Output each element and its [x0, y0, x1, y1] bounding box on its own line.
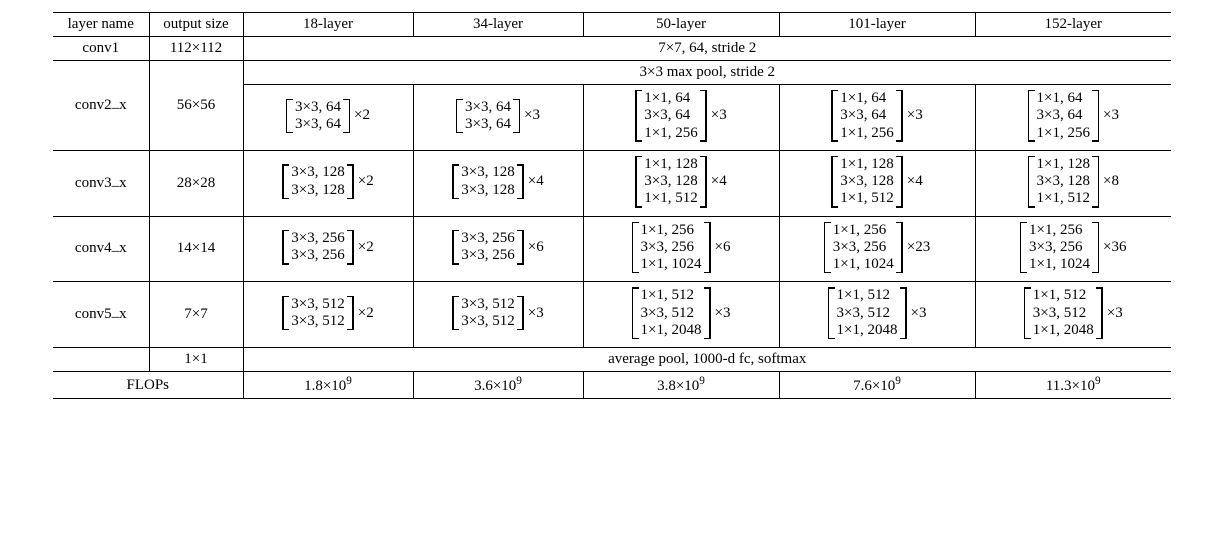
cell-layer-name: conv3_x: [53, 150, 149, 216]
cell-layer-name: [53, 348, 149, 372]
cell-block: 1×1, 643×3, 641×1, 256×3: [975, 85, 1171, 151]
cell-output-size: 56×56: [149, 61, 243, 151]
cell-layer-name: conv1: [53, 37, 149, 61]
cell-block: 3×3, 5123×3, 512×2: [243, 282, 413, 348]
cell-flops-label: FLOPs: [53, 372, 243, 399]
cell-layer-name: conv4_x: [53, 216, 149, 282]
cell-block: 1×1, 5123×3, 5121×1, 2048×3: [583, 282, 779, 348]
cell-block: 1×1, 2563×3, 2561×1, 1024×23: [779, 216, 975, 282]
cell-flops: 11.3×109: [975, 372, 1171, 399]
cell-block: 3×3, 2563×3, 256×6: [413, 216, 583, 282]
cell-output-size: 14×14: [149, 216, 243, 282]
cell-block: 3×3, 2563×3, 256×2: [243, 216, 413, 282]
cell-conv1-spec: 7×7, 64, stride 2: [243, 37, 1171, 61]
cell-block: 1×1, 2563×3, 2561×1, 1024×36: [975, 216, 1171, 282]
row-conv4: conv4_x 14×14 3×3, 2563×3, 256×2 3×3, 25…: [53, 216, 1171, 282]
cell-block: 3×3, 1283×3, 128×4: [413, 150, 583, 216]
row-conv1: conv1 112×112 7×7, 64, stride 2: [53, 37, 1171, 61]
row-flops: FLOPs 1.8×109 3.6×109 3.8×109 7.6×109 11…: [53, 372, 1171, 399]
cell-block: 3×3, 5123×3, 512×3: [413, 282, 583, 348]
cell-output-size: 7×7: [149, 282, 243, 348]
cell-flops: 1.8×109: [243, 372, 413, 399]
cell-block: 1×1, 643×3, 641×1, 256×3: [583, 85, 779, 151]
row-conv5: conv5_x 7×7 3×3, 5123×3, 512×2 3×3, 5123…: [53, 282, 1171, 348]
cell-final-spec: average pool, 1000-d fc, softmax: [243, 348, 1171, 372]
cell-layer-name: conv5_x: [53, 282, 149, 348]
cell-output-size: 1×1: [149, 348, 243, 372]
cell-layer-name: conv2_x: [53, 61, 149, 151]
cell-output-size: 112×112: [149, 37, 243, 61]
resnet-architecture-table: layer name output size 18-layer 34-layer…: [53, 12, 1171, 399]
table-header-row: layer name output size 18-layer 34-layer…: [53, 13, 1171, 37]
cell-maxpool-spec: 3×3 max pool, stride 2: [243, 61, 1171, 85]
cell-block: 3×3, 643×3, 64×3: [413, 85, 583, 151]
row-final: 1×1 average pool, 1000-d fc, softmax: [53, 348, 1171, 372]
cell-block: 1×1, 5123×3, 5121×1, 2048×3: [779, 282, 975, 348]
cell-block: 3×3, 1283×3, 128×2: [243, 150, 413, 216]
cell-block: 3×3, 643×3, 64×2: [243, 85, 413, 151]
col-101-layer: 101-layer: [779, 13, 975, 37]
col-152-layer: 152-layer: [975, 13, 1171, 37]
row-conv3: conv3_x 28×28 3×3, 1283×3, 128×2 3×3, 12…: [53, 150, 1171, 216]
cell-block: 1×1, 2563×3, 2561×1, 1024×6: [583, 216, 779, 282]
col-34-layer: 34-layer: [413, 13, 583, 37]
row-conv2-pool: conv2_x 56×56 3×3 max pool, stride 2: [53, 61, 1171, 85]
cell-output-size: 28×28: [149, 150, 243, 216]
cell-flops: 3.6×109: [413, 372, 583, 399]
cell-flops: 7.6×109: [779, 372, 975, 399]
col-output-size: output size: [149, 13, 243, 37]
cell-block: 1×1, 1283×3, 1281×1, 512×4: [779, 150, 975, 216]
col-18-layer: 18-layer: [243, 13, 413, 37]
cell-flops: 3.8×109: [583, 372, 779, 399]
col-50-layer: 50-layer: [583, 13, 779, 37]
cell-block: 1×1, 1283×3, 1281×1, 512×4: [583, 150, 779, 216]
cell-block: 1×1, 1283×3, 1281×1, 512×8: [975, 150, 1171, 216]
col-layer-name: layer name: [53, 13, 149, 37]
cell-block: 1×1, 5123×3, 5121×1, 2048×3: [975, 282, 1171, 348]
cell-block: 1×1, 643×3, 641×1, 256×3: [779, 85, 975, 151]
